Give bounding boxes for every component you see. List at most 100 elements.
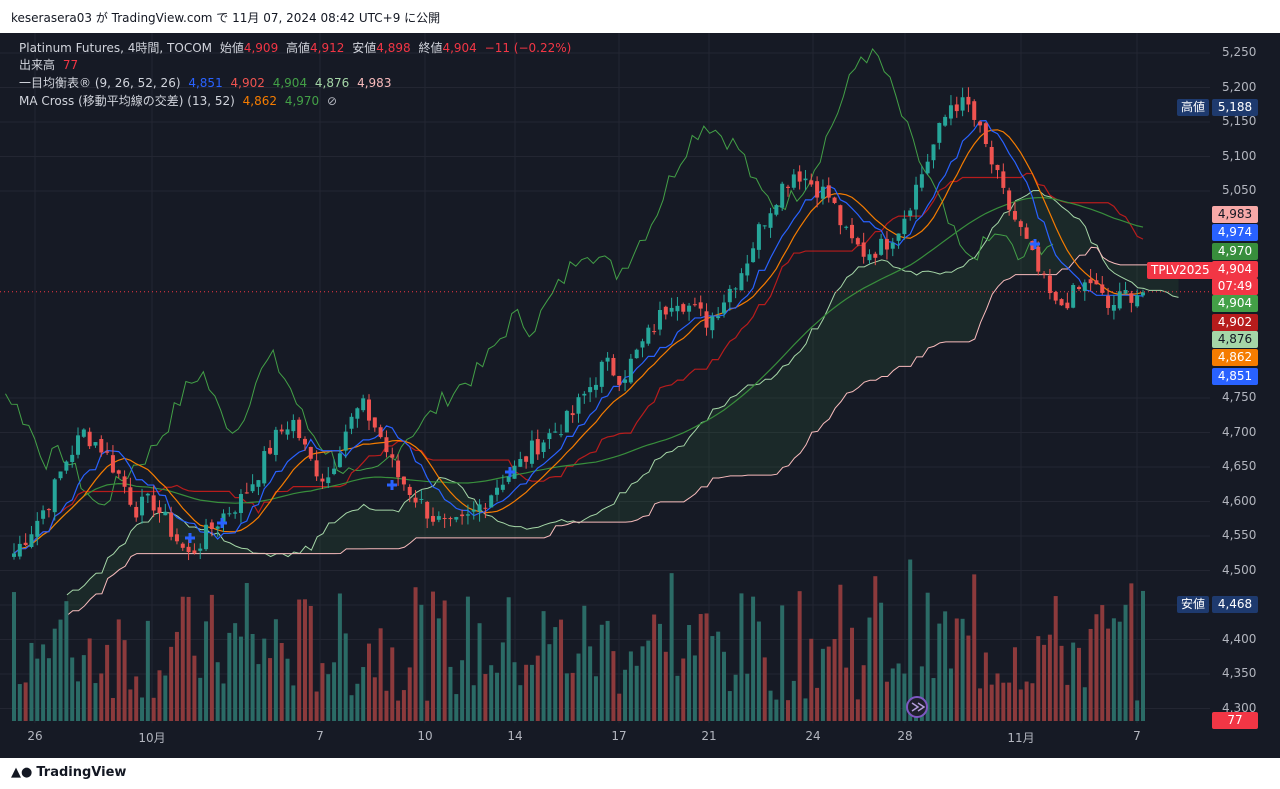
- candle-body: [879, 238, 884, 255]
- candle-body: [163, 511, 168, 516]
- candle-body: [419, 498, 424, 500]
- legend-ma-cross[interactable]: MA Cross (移動平均線の交差) (13, 52) 4,862 4,970…: [19, 92, 337, 109]
- candle-body: [465, 514, 470, 516]
- candle-body: [1036, 246, 1041, 272]
- volume-bar: [716, 631, 721, 721]
- price-tag: 4,904: [1212, 261, 1258, 278]
- price-tick-label: 4,650: [1222, 459, 1257, 473]
- volume-bar: [500, 642, 505, 721]
- volume-bar: [687, 625, 692, 721]
- time-tick-label: 26: [27, 729, 43, 743]
- volume-bar: [634, 665, 639, 721]
- candle-body: [337, 453, 342, 468]
- candle-body: [448, 518, 453, 520]
- legend-high-label: 高値: [286, 41, 311, 55]
- volume-bar: [844, 667, 849, 721]
- volume-bar: [372, 677, 377, 721]
- candle-body: [372, 417, 377, 428]
- candle-body: [1129, 293, 1134, 303]
- volume-bar: [1082, 687, 1087, 721]
- volume-bar: [326, 674, 331, 721]
- candle-body: [588, 387, 593, 393]
- candle-body: [483, 507, 488, 509]
- candle-body: [349, 416, 354, 429]
- candle-body: [314, 460, 319, 477]
- volume-bar: [314, 691, 319, 721]
- candle-body: [931, 144, 936, 161]
- volume-bar: [623, 669, 628, 721]
- hidden-eye-icon[interactable]: ⊘: [327, 94, 338, 108]
- publish-header: keserasera03 が TradingView.com で 11月 07,…: [0, 0, 1280, 33]
- candle-body: [1135, 295, 1140, 307]
- candle-body: [995, 164, 1000, 171]
- volume-bar: [64, 601, 69, 721]
- candle-body: [861, 242, 866, 257]
- volume-bar: [204, 621, 209, 721]
- candle-body: [640, 341, 645, 348]
- legend-volume[interactable]: 出来高 77: [19, 56, 78, 73]
- volume-bar: [337, 593, 342, 721]
- candle-body: [948, 105, 953, 119]
- volume-bar: [495, 672, 500, 721]
- candle-body: [384, 437, 389, 453]
- legend-close: 4,904: [442, 41, 477, 55]
- candle-body: [297, 419, 302, 439]
- candle-body: [431, 515, 436, 522]
- candle-body: [192, 550, 197, 554]
- volume-bar: [1129, 583, 1134, 721]
- candle-body: [489, 495, 494, 508]
- candle-body: [919, 174, 924, 188]
- candle-body: [844, 226, 849, 228]
- legend-ichimoku[interactable]: 一目均衡表® (9, 26, 52, 26) 4,851 4,902 4,904…: [19, 74, 391, 91]
- time-tick-label: 21: [701, 729, 717, 743]
- price-tag: 4,851: [1212, 368, 1258, 385]
- chart-canvas[interactable]: [0, 33, 1280, 758]
- volume-bar: [1007, 682, 1012, 721]
- candle-body: [262, 451, 267, 484]
- tradingview-logo[interactable]: ▲● TradingView: [11, 765, 126, 780]
- price-tag-label: 安値: [1177, 596, 1210, 613]
- volume-bar: [198, 677, 203, 721]
- volume-bar: [803, 698, 808, 721]
- volume-bar: [401, 690, 406, 721]
- candle-body: [17, 543, 22, 557]
- candle-body: [611, 357, 616, 376]
- price-tick-label: 4,600: [1222, 493, 1257, 508]
- candle-body: [751, 248, 756, 263]
- volume-bar: [524, 664, 529, 721]
- candle-body: [326, 477, 331, 484]
- volume-bar: [582, 605, 587, 721]
- volume-bar: [1123, 604, 1128, 721]
- candle-body: [134, 506, 139, 518]
- candle-body: [745, 263, 750, 276]
- volume-bar: [349, 695, 354, 721]
- volume-bar: [238, 636, 243, 721]
- price-tick-label: 5,150: [1222, 114, 1257, 128]
- volume-bar: [209, 594, 214, 721]
- candle-body: [989, 146, 994, 165]
- candle-body: [657, 309, 662, 330]
- candle-body: [93, 442, 98, 446]
- candle-body: [425, 501, 430, 519]
- tradingview-logo-icon: ▲●: [11, 765, 33, 780]
- volume-bar: [954, 618, 959, 721]
- volume-bar: [762, 657, 767, 721]
- price-tick-label: 4,400: [1222, 631, 1257, 646]
- candle-body: [966, 96, 971, 105]
- volume-bar: [553, 627, 558, 721]
- volume-bar: [873, 576, 878, 721]
- time-tick-label: 7: [316, 729, 324, 743]
- volume-bar: [948, 668, 953, 721]
- candle-body: [436, 516, 441, 520]
- candle-body: [198, 548, 203, 551]
- candle-body: [1071, 284, 1076, 308]
- volume-bar: [646, 640, 651, 721]
- candle-body: [914, 184, 919, 210]
- volume-bar: [332, 662, 337, 721]
- candle-body: [535, 439, 540, 455]
- volume-bar: [250, 633, 255, 721]
- time-tick-label: 28: [897, 729, 913, 743]
- volume-bar: [675, 675, 680, 721]
- chart-area[interactable]: Platinum Futures, 4時間, TOCOM 始値4,909 高値4…: [0, 33, 1280, 758]
- candle-body: [1047, 275, 1052, 294]
